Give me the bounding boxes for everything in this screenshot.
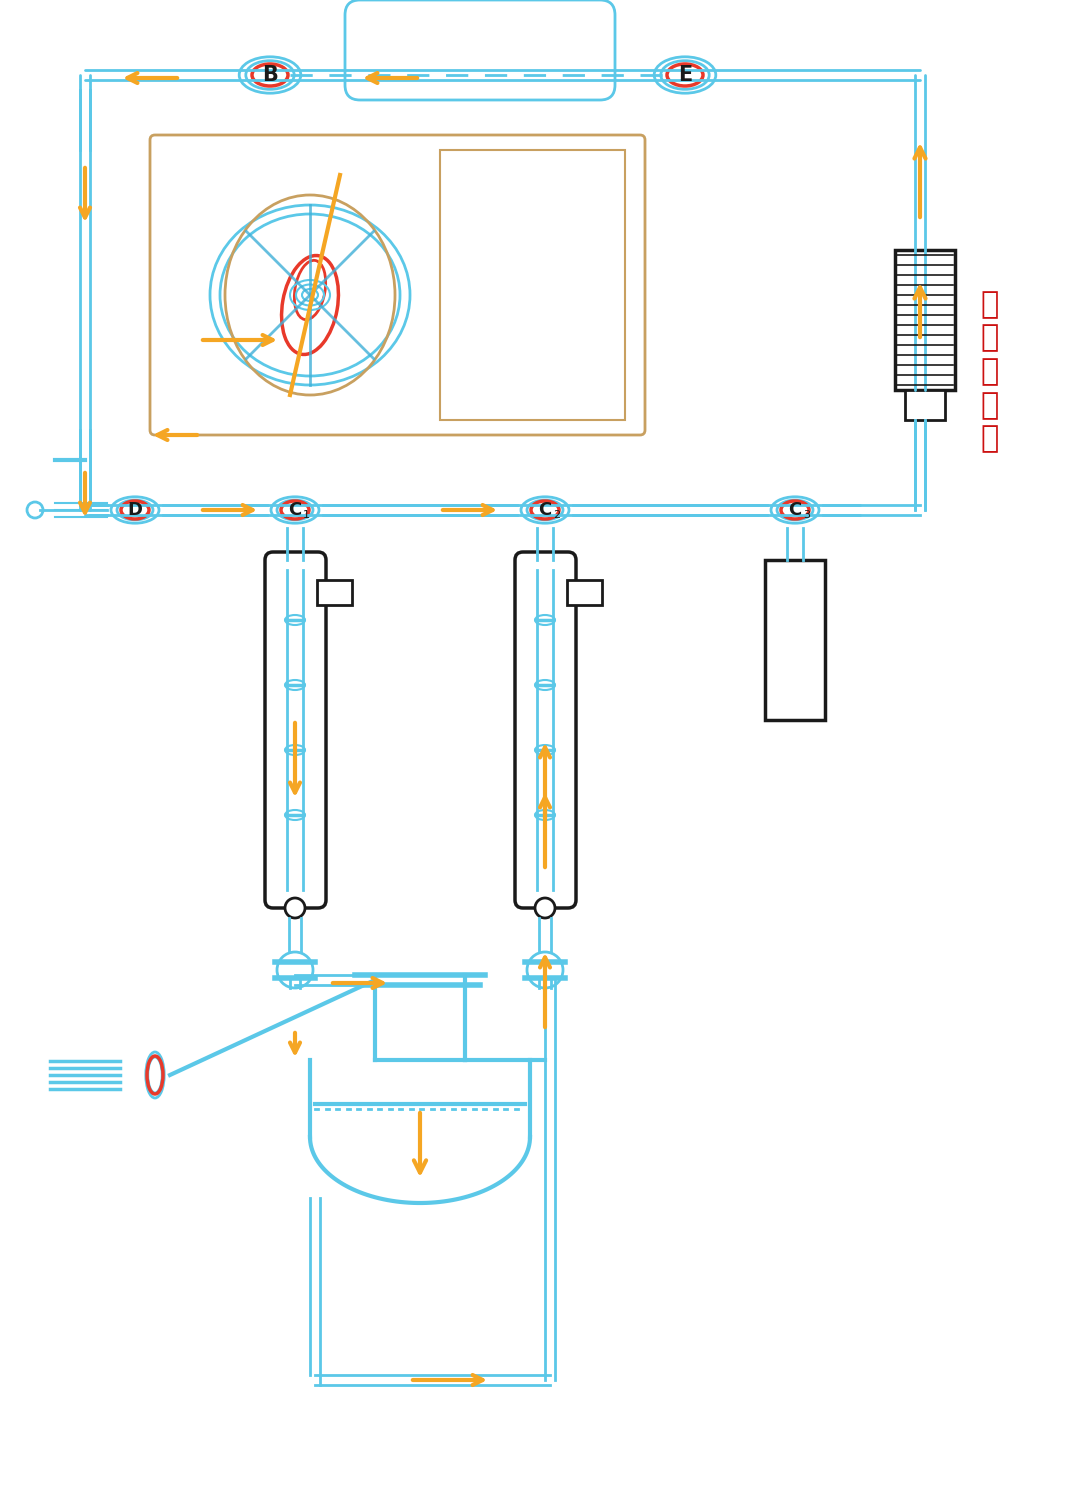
FancyBboxPatch shape: [265, 552, 326, 909]
Circle shape: [277, 952, 313, 987]
Text: D: D: [127, 501, 142, 519]
Circle shape: [527, 952, 563, 987]
Circle shape: [285, 898, 305, 917]
Ellipse shape: [535, 680, 555, 690]
Text: C: C: [789, 501, 802, 519]
Bar: [765, 561, 825, 720]
Ellipse shape: [285, 810, 305, 819]
Text: C: C: [288, 501, 302, 519]
Bar: [905, 390, 945, 419]
Text: 磁
驱
柱
塞
泵: 磁 驱 柱 塞 泵: [981, 290, 999, 454]
Circle shape: [535, 898, 555, 917]
Bar: [566, 580, 602, 605]
Ellipse shape: [285, 745, 305, 755]
Bar: [894, 250, 955, 390]
Ellipse shape: [285, 680, 305, 690]
Text: 2: 2: [554, 510, 560, 520]
Text: 1: 1: [303, 510, 310, 520]
Bar: [440, 150, 625, 419]
Ellipse shape: [535, 616, 555, 625]
Text: B: B: [262, 65, 278, 85]
Text: E: E: [678, 65, 692, 85]
FancyBboxPatch shape: [515, 552, 576, 909]
Ellipse shape: [535, 810, 555, 819]
Bar: [317, 580, 352, 605]
Text: 3: 3: [803, 510, 810, 520]
Text: C: C: [538, 501, 551, 519]
Ellipse shape: [285, 616, 305, 625]
Ellipse shape: [535, 745, 555, 755]
